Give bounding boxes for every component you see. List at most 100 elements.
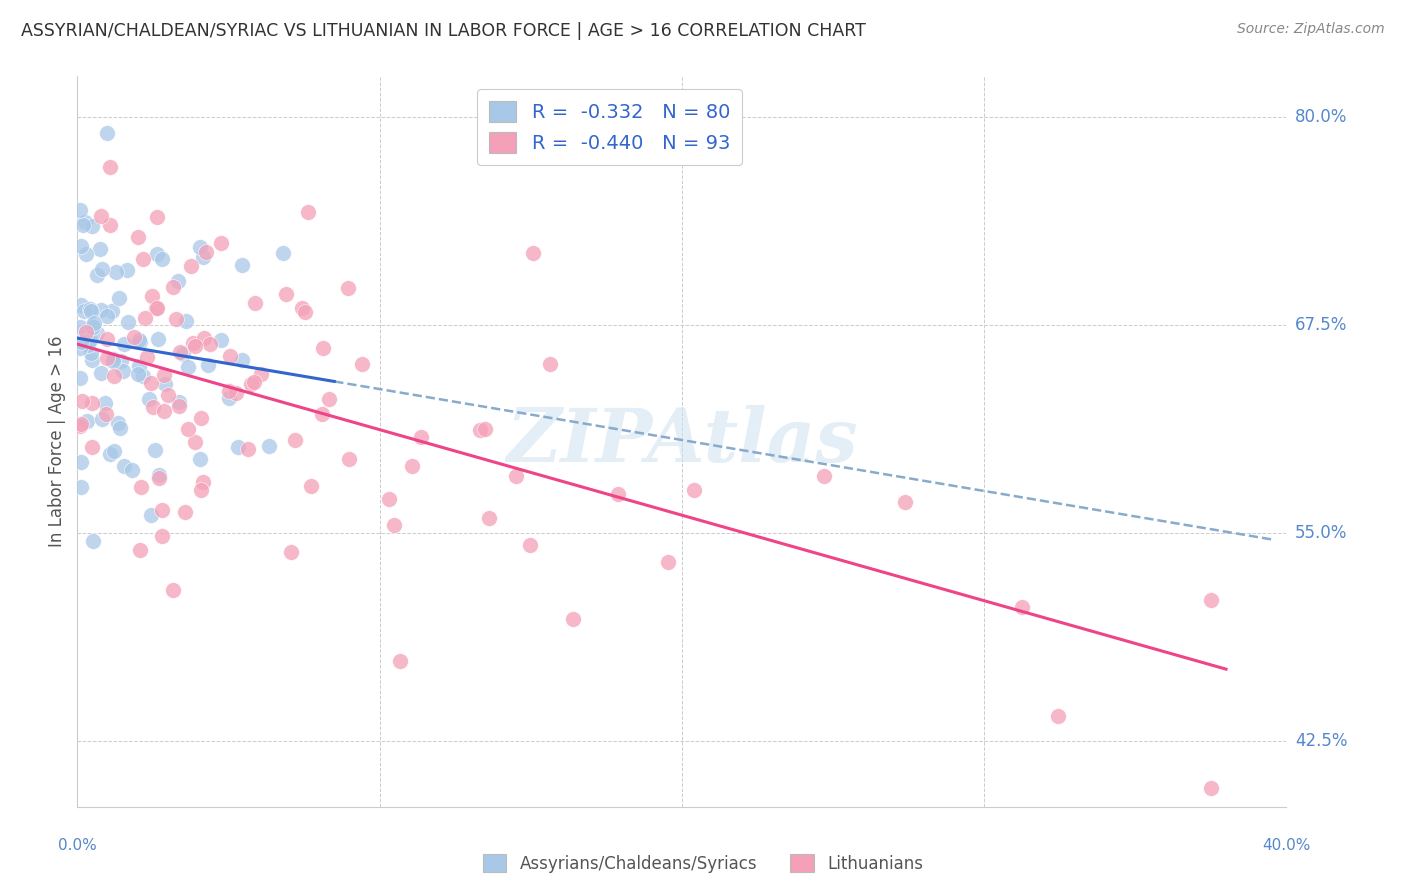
Point: [136, 350, 159, 364]
Point: [80, 440, 103, 454]
Point: [166, 274, 188, 288]
Point: [69, 238, 91, 252]
Point: [82, 320, 104, 334]
Point: [291, 301, 314, 315]
Point: [96, 126, 118, 140]
Point: [138, 392, 160, 406]
Point: [150, 503, 173, 517]
Point: [69, 202, 91, 217]
Point: [194, 245, 217, 260]
Point: [209, 236, 232, 251]
Point: [107, 291, 129, 305]
Point: [127, 368, 149, 382]
Point: [377, 491, 399, 506]
Point: [101, 304, 124, 318]
Point: [190, 411, 212, 425]
Point: [75, 247, 97, 261]
Point: [243, 295, 266, 310]
Point: [80, 304, 103, 318]
Point: [162, 582, 184, 597]
Point: [129, 480, 152, 494]
Point: [96, 332, 118, 346]
Point: [468, 423, 491, 437]
Point: [181, 335, 204, 350]
Point: [128, 333, 150, 347]
Point: [128, 359, 150, 373]
Point: [193, 331, 215, 345]
Point: [682, 483, 704, 497]
Point: [337, 452, 360, 467]
Text: 55.0%: 55.0%: [1295, 524, 1347, 542]
Point: [188, 240, 211, 254]
Point: [177, 421, 200, 435]
Point: [72, 219, 94, 233]
Point: [1199, 593, 1222, 607]
Point: [108, 421, 131, 435]
Point: [894, 495, 917, 509]
Legend: Assyrians/Chaldeans/Syriacs, Lithuanians: Assyrians/Chaldeans/Syriacs, Lithuanians: [477, 847, 929, 880]
Point: [299, 479, 322, 493]
Text: ZIPAtlas: ZIPAtlas: [506, 405, 858, 478]
Point: [94, 396, 117, 410]
Point: [382, 517, 405, 532]
Point: [169, 399, 191, 413]
Point: [139, 508, 162, 523]
Point: [1011, 600, 1033, 615]
Point: [90, 209, 112, 223]
Legend: R =  -0.332   N = 80, R =  -0.440   N = 93: R = -0.332 N = 80, R = -0.440 N = 93: [477, 89, 741, 165]
Point: [69, 371, 91, 385]
Point: [284, 434, 307, 448]
Point: [183, 435, 205, 450]
Point: [297, 204, 319, 219]
Point: [83, 316, 105, 330]
Point: [127, 230, 149, 244]
Point: [280, 545, 302, 559]
Point: [198, 337, 221, 351]
Text: 0.0%: 0.0%: [58, 838, 97, 853]
Point: [184, 339, 207, 353]
Point: [73, 215, 96, 229]
Point: [538, 357, 561, 371]
Point: [117, 315, 139, 329]
Point: [294, 305, 316, 319]
Point: [148, 332, 170, 346]
Point: [110, 354, 132, 368]
Point: [69, 418, 91, 433]
Point: [228, 440, 250, 454]
Point: [561, 611, 583, 625]
Point: [100, 447, 122, 461]
Point: [169, 395, 191, 409]
Point: [111, 364, 134, 378]
Text: 42.5%: 42.5%: [1295, 731, 1347, 750]
Point: [218, 384, 240, 398]
Point: [80, 396, 103, 410]
Point: [69, 479, 91, 493]
Point: [188, 452, 211, 467]
Point: [104, 265, 127, 279]
Point: [103, 369, 125, 384]
Point: [79, 301, 101, 316]
Point: [218, 350, 240, 364]
Point: [231, 258, 253, 272]
Point: [86, 326, 108, 340]
Text: 80.0%: 80.0%: [1295, 109, 1347, 127]
Point: [115, 262, 138, 277]
Point: [79, 333, 101, 347]
Point: [150, 529, 173, 543]
Point: [193, 475, 215, 490]
Point: [318, 392, 340, 406]
Point: [218, 392, 240, 406]
Point: [146, 247, 169, 261]
Point: [231, 352, 253, 367]
Point: [153, 404, 176, 418]
Point: [69, 319, 91, 334]
Point: [139, 376, 162, 391]
Point: [86, 268, 108, 282]
Point: [478, 510, 501, 524]
Point: [225, 386, 247, 401]
Point: [153, 376, 176, 391]
Point: [169, 345, 191, 359]
Point: [312, 341, 335, 355]
Point: [337, 280, 360, 294]
Point: [94, 407, 117, 421]
